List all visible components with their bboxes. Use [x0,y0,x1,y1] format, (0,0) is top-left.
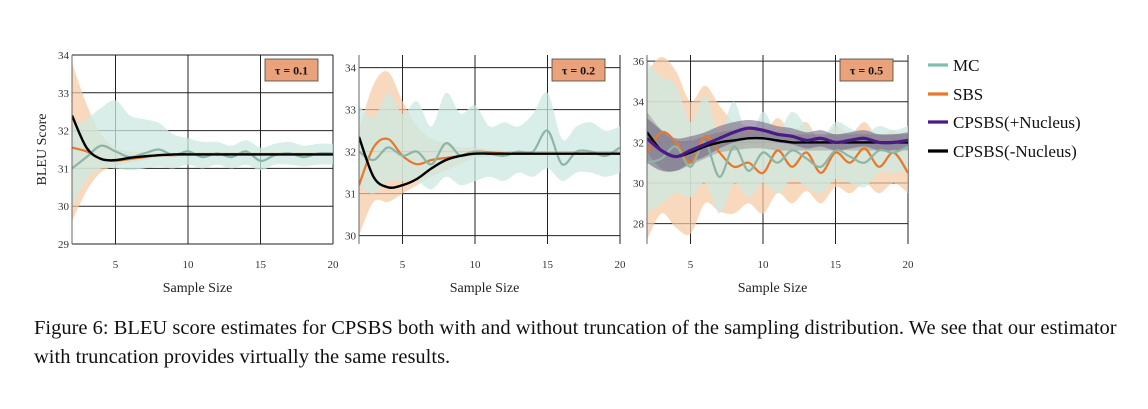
y-tick-label: 36 [633,56,645,68]
series-line-sbs [647,130,908,175]
legend-label: CPSBS(+Nucleus) [953,113,1081,132]
y-tick-label: 32 [58,126,69,138]
band-mc [359,92,620,194]
tau-badge [264,58,319,82]
y-axis-label: BLEU Score [35,114,50,186]
y-tick-label: 34 [633,97,645,109]
y-tick-label: 33 [345,105,357,117]
x-tick-label: 10 [470,259,482,271]
y-tick-label: 28 [633,219,645,231]
series-line-cpsbs-nucleus- [647,131,908,158]
y-tick-label: 32 [345,147,356,159]
plot-area [359,71,620,236]
y-tick-label: 29 [58,239,70,251]
x-tick-label: 10 [758,259,770,271]
x-tick-label: 5 [113,259,119,271]
x-tick-label: 15 [255,259,267,271]
legend: MC SBS CPSBS(+Nucleus) CPSBS(-Nucleus) [928,56,1081,161]
y-tick-label: 33 [58,88,70,100]
x-axis-label: Sample Size [450,281,520,296]
y-tick-label: 30 [633,178,645,190]
series-line-mc [647,141,908,179]
legend-label: MC [953,56,979,75]
tau-label: τ = 0.1 [275,64,308,78]
x-tick-label: 15 [830,259,842,271]
x-tick-label: 20 [615,259,627,271]
y-tick-label: 34 [345,63,357,75]
caption-prefix: Figure 6: [34,317,114,339]
y-tick-label: 31 [345,189,356,201]
x-axis-label: Sample Size [738,281,808,296]
y-tick-label: 30 [58,201,70,213]
chart-panel-middle: 5 10 15 20 30 31 32 33 34 Sample Size τ = 0.2 [345,55,626,296]
chart-panel-left: 5 10 15 20 29 30 31 32 33 34 Sample Size BLEU Score… [35,50,339,296]
band-cpsbs-nucleus- [647,118,908,172]
series-line-cpsbs-nucleus- [359,136,620,189]
chart-panel-right: 5 10 15 20 28 30 32 34 36 Sample Size τ = 0.5 [633,55,914,296]
legend-label: SBS [953,85,983,104]
x-tick-label: 10 [183,259,195,271]
tau-label: τ = 0.5 [850,64,883,78]
tau-label: τ = 0.2 [562,64,595,78]
series-line-cpsbs-nucleus- [72,115,333,162]
figure-caption: Figure 6: BLEU score estimates for CPSBS… [34,314,1124,372]
y-tick-label: 30 [345,231,357,243]
legend-label: CPSBS(-Nucleus) [953,142,1077,161]
series-line-cpsbs-nucleus- [647,126,908,159]
x-tick-label: 5 [688,259,694,271]
x-axis-label: Sample Size [163,281,233,296]
y-tick-label: 31 [58,163,69,175]
caption-text: score estimates for CPSBS both with and … [34,317,1117,368]
tau-badge [839,58,894,82]
plot-area [72,62,333,222]
figure: 5 10 15 20 29 30 31 32 33 34 Sample Size BLEU Score… [35,50,1081,296]
x-tick-label: 20 [328,259,340,271]
tau-badge [551,58,606,82]
x-tick-label: 5 [400,259,406,271]
caption-bleu: BLEU [113,317,168,339]
y-tick-label: 34 [58,50,70,62]
y-tick-label: 32 [633,137,644,149]
plot-area [647,57,908,240]
x-tick-label: 20 [903,259,915,271]
x-tick-label: 15 [542,259,554,271]
